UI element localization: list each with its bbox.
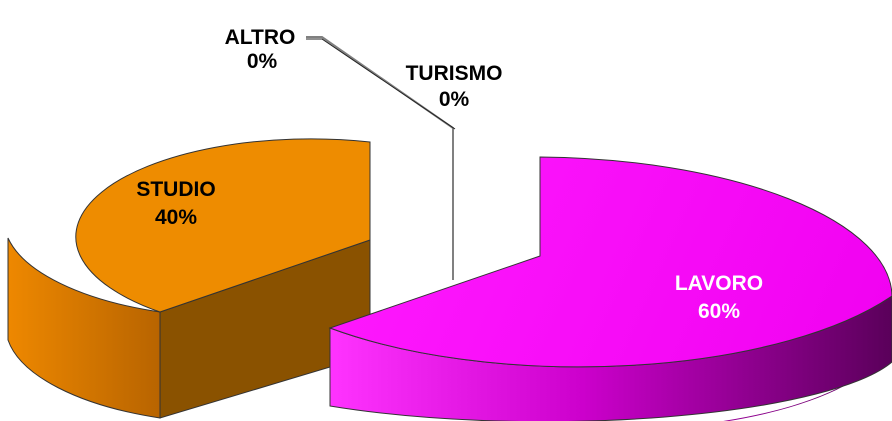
leader-line-altro: [306, 36, 454, 280]
label-studio-value: 40%: [155, 206, 197, 229]
label-studio-name: STUDIO: [136, 178, 215, 201]
leader-line-altro-shadow: [306, 38, 456, 130]
label-turismo-value: 0%: [439, 88, 470, 111]
label-altro-name: ALTRO: [225, 26, 296, 49]
label-altro-value: 0%: [247, 50, 278, 73]
label-lavoro-name: LAVORO: [675, 272, 763, 295]
slice-studio: [7, 138, 371, 419]
label-turismo-name: TURISMO: [406, 62, 503, 85]
label-lavoro-value: 60%: [698, 300, 740, 323]
slice-lavoro: [328, 156, 892, 421]
